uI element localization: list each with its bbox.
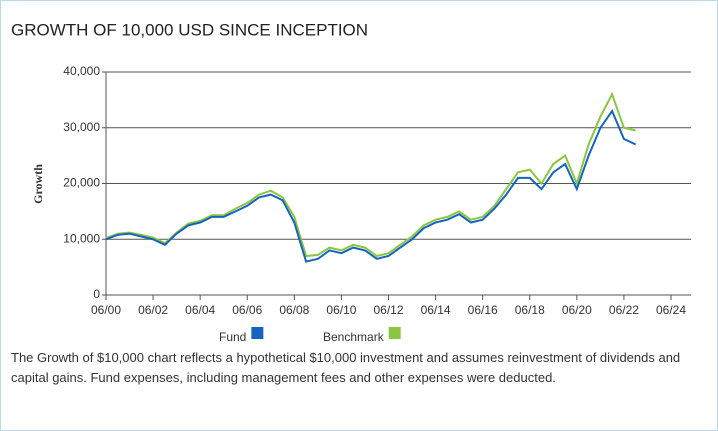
chart-title: GROWTH OF 10,000 USD SINCE INCEPTION — [11, 20, 368, 39]
x-tick-label: 06/08 — [279, 303, 309, 317]
x-tick-label: 06/02 — [138, 303, 168, 317]
y-tick-label: 20,000 — [63, 176, 100, 190]
line-series — [105, 108, 637, 263]
x-tick-label: 06/24 — [656, 303, 686, 317]
y-tick-label: 40,000 — [63, 64, 100, 78]
x-tick-label: 06/14 — [421, 303, 451, 317]
y-axis-label: Growth — [31, 164, 45, 204]
x-tick-label: 06/10 — [326, 303, 356, 317]
legend-swatch — [251, 327, 264, 339]
x-tick-label: 06/18 — [515, 303, 545, 317]
legend-swatch — [388, 327, 401, 339]
legend-label: Fund — [219, 330, 246, 344]
line-series — [105, 91, 636, 258]
x-tick-label: 06/12 — [373, 303, 403, 317]
x-tick-label: 06/20 — [562, 303, 592, 317]
x-tick-label: 06/16 — [468, 303, 498, 317]
chart: GROWTH OF 10,000 USD SINCE INCEPTION Gro… — [11, 20, 691, 344]
y-tick-label: 10,000 — [63, 231, 100, 245]
x-tick-label: 06/00 — [91, 303, 121, 317]
x-tick-label: 06/04 — [185, 303, 215, 317]
y-tick-label: 0 — [93, 287, 100, 301]
x-tick-label: 06/22 — [609, 303, 639, 317]
legend-label: Benchmark — [323, 330, 385, 344]
footnote: The Growth of $10,000 chart reflects a h… — [11, 350, 681, 385]
y-tick-label: 30,000 — [63, 120, 100, 134]
x-tick-label: 06/06 — [232, 303, 262, 317]
